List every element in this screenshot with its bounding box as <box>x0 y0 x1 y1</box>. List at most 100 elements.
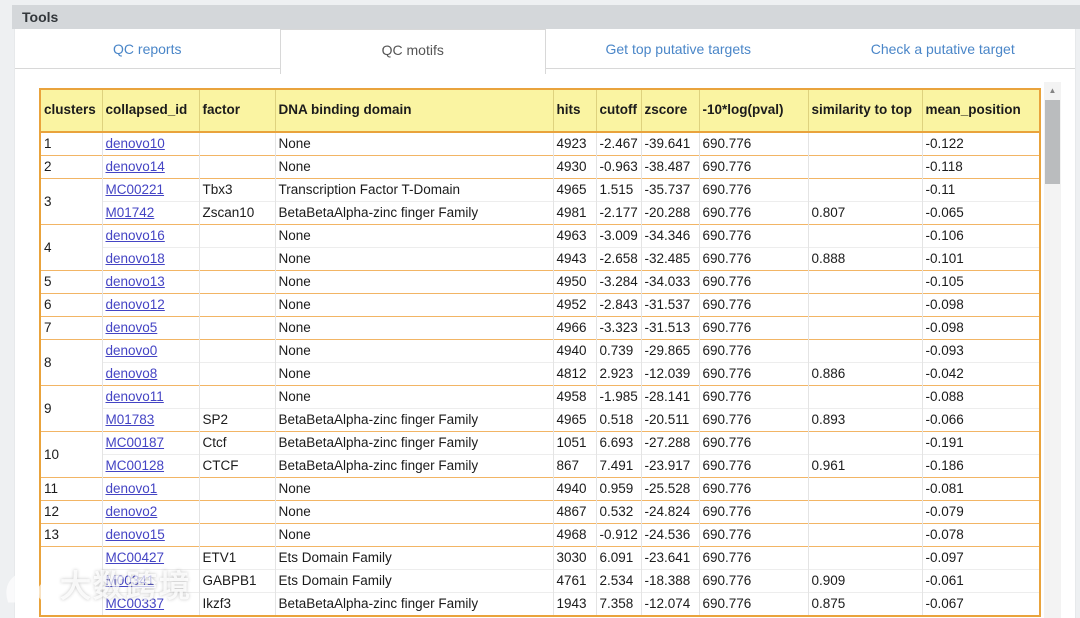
collapsed-id-link[interactable]: denovo16 <box>105 228 165 243</box>
collapsed-id-link[interactable]: denovo10 <box>105 136 165 151</box>
log-pval-cell: 690.776 <box>699 431 809 455</box>
dna-binding-domain-cell: BetaBetaAlpha-zinc finger Family <box>275 431 554 455</box>
collapsed-id-cell: denovo11 <box>102 385 200 409</box>
collapsed-id-link[interactable]: denovo2 <box>105 504 158 519</box>
log-pval-cell: 690.776 <box>699 523 809 547</box>
collapsed-id-link[interactable]: denovo18 <box>105 251 165 266</box>
table-row: 4 denovo16 None 4963 -3.009 -34.346 690.776 -0.… <box>40 224 1040 271</box>
motif-table-header-row: clusters collapsed_id factor DNA binding do… <box>40 89 1040 133</box>
table-row: denovo8 None 4812 2.923 -12.039 690.776 0.886-… <box>40 362 1040 386</box>
table-row: denovo18 None 4943 -2.658 -32.485 690.776 0.88… <box>40 247 1040 271</box>
tab-check-a-putative-target[interactable]: Check a putative target <box>870 41 1015 57</box>
factor-cell: Ikzf3 <box>199 592 276 616</box>
collapsed-id-link[interactable]: MC00187 <box>105 435 165 450</box>
tab-qc-reports[interactable]: QC reports <box>113 41 182 57</box>
similarity-to-top-cell <box>808 316 923 340</box>
hits-cell: 4867 <box>553 500 597 524</box>
table-row: 13 denovo15 None 4968 -0.912 -24.536 690.776 -0… <box>40 523 1040 547</box>
collapsed-id-link[interactable]: M01783 <box>105 412 155 427</box>
mean-position-cell: -0.081 <box>922 477 1040 501</box>
cluster-cell: 2 <box>40 155 103 179</box>
collapsed-id-link[interactable]: MC00128 <box>105 458 165 473</box>
hits-cell: 4812 <box>553 362 597 386</box>
similarity-to-top-cell <box>808 178 923 202</box>
mean-position-cell: -0.101 <box>922 247 1040 271</box>
collapsed-id-cell: denovo2 <box>102 500 200 524</box>
table-row: 6 denovo12 None 4952 -2.843 -31.537 690.776 -0.… <box>40 293 1040 317</box>
factor-cell: ETV1 <box>199 546 276 570</box>
table-row: 8 denovo0 None 4940 0.739 -29.865 690.776 -0.09… <box>40 339 1040 386</box>
factor-cell: Tbx3 <box>199 178 276 202</box>
tab-qc-motifs[interactable]: QC motifs <box>279 29 546 74</box>
collapsed-id-link[interactable]: MC00221 <box>105 182 165 197</box>
collapsed-id-link[interactable]: denovo14 <box>105 159 165 174</box>
similarity-to-top-cell <box>808 523 923 547</box>
collapsed-id-cell: denovo1 <box>102 477 200 501</box>
collapsed-id-link[interactable]: denovo12 <box>105 297 165 312</box>
collapsed-id-link[interactable]: denovo15 <box>105 527 165 542</box>
hits-cell: 4968 <box>553 523 597 547</box>
collapsed-id-link[interactable]: MC00427 <box>105 550 165 565</box>
hits-cell: 4923 <box>553 131 597 156</box>
dna-binding-domain-cell: None <box>275 477 554 501</box>
scroll-up-icon[interactable]: ▲ <box>1048 86 1057 95</box>
tools-header: Tools <box>12 5 1080 29</box>
mean-position-cell: -0.088 <box>922 385 1040 409</box>
tab-get-top-putative-targets[interactable]: Get top putative targets <box>605 41 752 57</box>
dna-binding-domain-cell: None <box>275 270 554 294</box>
collapsed-id-cell: MC00427 <box>102 546 200 570</box>
mean-position-cell: -0.122 <box>922 131 1040 156</box>
collapsed-id-link[interactable]: MC00337 <box>105 596 165 611</box>
mean-position-cell: -0.098 <box>922 293 1040 317</box>
dna-binding-domain-cell: None <box>275 523 554 547</box>
factor-cell: GABPB1 <box>199 569 276 593</box>
collapsed-id-link[interactable]: denovo13 <box>105 274 165 289</box>
zscore-cell: -24.536 <box>641 523 700 547</box>
factor-cell: CTCF <box>199 454 276 478</box>
zscore-cell: -12.074 <box>641 592 700 616</box>
factor-cell <box>199 339 276 363</box>
cluster-cell: 8 <box>40 339 103 386</box>
collapsed-id-cell: denovo16 <box>102 224 200 248</box>
cutoff-cell: -0.912 <box>596 523 642 547</box>
collapsed-id-link[interactable]: denovo1 <box>105 481 158 496</box>
factor-cell <box>199 155 276 179</box>
similarity-to-top-cell <box>808 385 923 409</box>
zscore-cell: -24.824 <box>641 500 700 524</box>
mean-position-cell: -0.097 <box>922 546 1040 570</box>
log-pval-cell: 690.776 <box>699 224 809 248</box>
dna-binding-domain-cell: Ets Domain Family <box>275 569 554 593</box>
hits-cell: 867 <box>553 454 597 478</box>
collapsed-id-cell: denovo0 <box>102 339 200 363</box>
cutoff-cell: 0.532 <box>596 500 642 524</box>
hits-cell: 4965 <box>553 178 597 202</box>
content-panel: QC reports QC motifs Get top putative ta… <box>14 29 1076 618</box>
collapsed-id-link[interactable]: denovo8 <box>105 366 158 381</box>
factor-cell <box>199 362 276 386</box>
collapsed-id-link[interactable]: M01742 <box>105 205 155 220</box>
dna-binding-domain-cell: None <box>275 362 554 386</box>
factor-cell: SP2 <box>199 408 276 432</box>
collapsed-id-cell: denovo14 <box>102 155 200 179</box>
vertical-scrollbar[interactable]: ▲ <box>1044 82 1061 618</box>
cutoff-cell: 7.358 <box>596 592 642 616</box>
log-pval-cell: 690.776 <box>699 385 809 409</box>
cutoff-cell: -1.985 <box>596 385 642 409</box>
table-row: MC00128 CTCF BetaBetaAlpha-zinc finger Fam… <box>40 454 1040 478</box>
collapsed-id-link[interactable]: denovo0 <box>105 343 158 358</box>
collapsed-id-link[interactable]: M00341 <box>105 573 155 588</box>
log-pval-cell: 690.776 <box>699 500 809 524</box>
similarity-to-top-cell: 0.909 <box>808 569 923 593</box>
collapsed-id-link[interactable]: denovo11 <box>105 389 164 404</box>
zscore-cell: -23.641 <box>641 546 700 570</box>
collapsed-id-cell: denovo8 <box>102 362 200 386</box>
log-pval-cell: 690.776 <box>699 293 809 317</box>
zscore-cell: -20.288 <box>641 201 700 225</box>
table-row: M01783 SP2 BetaBetaAlpha-zinc finger Famil… <box>40 408 1040 432</box>
motif-table-container[interactable]: clusters collapsed_id factor DNA binding do… <box>39 82 1041 618</box>
mean-position-cell: -0.11 <box>922 178 1040 202</box>
hits-cell: 4965 <box>553 408 597 432</box>
scrollbar-thumb[interactable] <box>1045 100 1060 184</box>
zscore-cell: -32.485 <box>641 247 700 271</box>
collapsed-id-link[interactable]: denovo5 <box>105 320 158 335</box>
